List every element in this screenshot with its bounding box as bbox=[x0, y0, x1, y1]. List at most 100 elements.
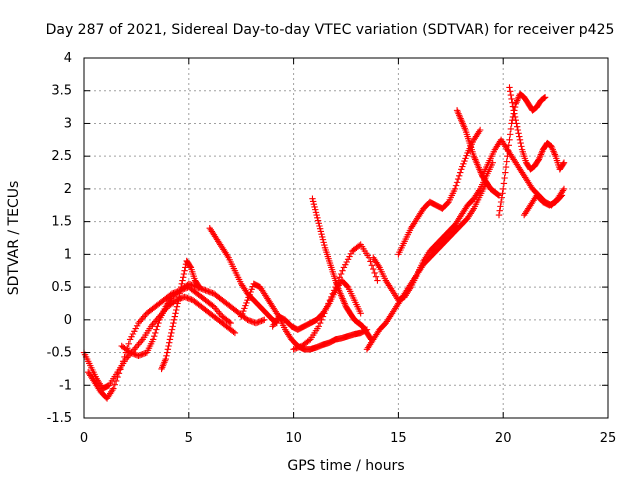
data-point bbox=[444, 199, 451, 207]
data-point bbox=[186, 263, 194, 270]
data-point bbox=[500, 180, 508, 187]
data-point bbox=[340, 264, 348, 271]
data-point bbox=[213, 306, 220, 314]
data-point bbox=[230, 328, 237, 336]
data-point bbox=[132, 344, 139, 351]
data-point bbox=[343, 258, 350, 266]
y-tick-label: -0.5 bbox=[47, 346, 72, 361]
x-tick-label: 10 bbox=[285, 431, 302, 446]
data-point bbox=[241, 305, 248, 312]
data-point bbox=[332, 283, 339, 291]
data-point bbox=[347, 250, 355, 258]
data-point bbox=[518, 143, 525, 150]
data-point bbox=[452, 182, 460, 189]
data-point bbox=[336, 274, 343, 281]
data-point bbox=[318, 230, 325, 238]
data-point bbox=[309, 198, 317, 205]
data-point bbox=[173, 303, 181, 310]
data-point bbox=[180, 270, 188, 278]
data-point bbox=[310, 200, 318, 208]
data-point bbox=[136, 318, 144, 325]
data-point bbox=[325, 300, 332, 307]
data-point bbox=[357, 310, 364, 317]
data-point bbox=[314, 217, 322, 224]
data-point bbox=[172, 310, 179, 317]
data-point bbox=[516, 136, 524, 144]
data-point bbox=[140, 313, 148, 320]
data-point bbox=[311, 203, 318, 211]
data-point bbox=[175, 296, 182, 304]
data-point bbox=[319, 233, 326, 241]
data-point bbox=[154, 323, 161, 330]
series-track-p bbox=[506, 84, 568, 173]
data-point bbox=[342, 261, 349, 268]
data-point bbox=[110, 385, 117, 392]
data-point bbox=[508, 95, 515, 103]
data-point bbox=[502, 169, 509, 176]
data-point bbox=[138, 316, 145, 324]
data-point bbox=[153, 326, 160, 333]
data-point bbox=[335, 277, 342, 284]
data-point bbox=[534, 157, 542, 164]
data-point bbox=[560, 185, 568, 193]
data-point bbox=[496, 207, 503, 214]
data-point bbox=[339, 267, 346, 274]
data-point bbox=[344, 256, 352, 263]
data-point bbox=[513, 123, 521, 130]
data-point bbox=[312, 206, 319, 213]
data-point bbox=[337, 270, 345, 278]
data-point bbox=[163, 352, 170, 360]
data-point bbox=[168, 326, 176, 333]
y-tick-label: 3 bbox=[64, 116, 72, 131]
data-point bbox=[506, 136, 513, 144]
data-point bbox=[149, 336, 157, 343]
data-point bbox=[171, 313, 179, 320]
y-tick-label: 1 bbox=[64, 247, 72, 262]
data-point bbox=[507, 125, 515, 133]
data-point bbox=[305, 337, 313, 344]
data-point bbox=[328, 293, 335, 301]
data-point bbox=[476, 126, 484, 134]
data-point bbox=[498, 194, 506, 201]
series-track-q bbox=[520, 192, 566, 219]
data-point bbox=[132, 325, 139, 332]
data-point bbox=[541, 94, 549, 101]
data-point bbox=[152, 329, 159, 337]
data-point bbox=[502, 163, 510, 171]
data-point bbox=[227, 319, 234, 327]
data-point bbox=[177, 283, 185, 291]
data-point bbox=[320, 239, 327, 246]
data-point bbox=[181, 267, 188, 274]
data-point bbox=[512, 116, 519, 124]
data-point bbox=[248, 286, 255, 293]
data-point bbox=[507, 91, 515, 99]
data-point bbox=[495, 211, 503, 219]
data-point bbox=[315, 323, 322, 330]
axis-ticks: 0 5 10 15 20 25 -1.5 -1 -0.5 0 0.5 1 1.5 2 2.5 3 3.5 4 bbox=[47, 51, 617, 446]
data-point bbox=[118, 362, 125, 369]
data-point bbox=[509, 99, 516, 106]
data-point bbox=[497, 198, 505, 206]
series-track-d bbox=[158, 257, 203, 373]
data-point bbox=[115, 370, 123, 377]
data-point bbox=[133, 322, 141, 330]
series-track-l bbox=[395, 126, 484, 258]
data-point bbox=[319, 313, 327, 320]
data-point bbox=[182, 264, 189, 271]
data-point bbox=[195, 282, 202, 290]
y-tick-label: -1.5 bbox=[47, 411, 72, 426]
data-point bbox=[499, 190, 506, 197]
data-point bbox=[504, 152, 511, 160]
data-point bbox=[343, 282, 351, 290]
data-point bbox=[168, 329, 175, 337]
data-point bbox=[510, 107, 517, 114]
data-point bbox=[164, 346, 172, 353]
data-point bbox=[315, 220, 322, 227]
data-point bbox=[316, 222, 323, 230]
data-point bbox=[177, 287, 184, 294]
data-point bbox=[112, 377, 120, 385]
data-point bbox=[506, 131, 514, 138]
data-point bbox=[138, 337, 145, 345]
data-point bbox=[167, 332, 174, 340]
data-point bbox=[505, 142, 512, 149]
